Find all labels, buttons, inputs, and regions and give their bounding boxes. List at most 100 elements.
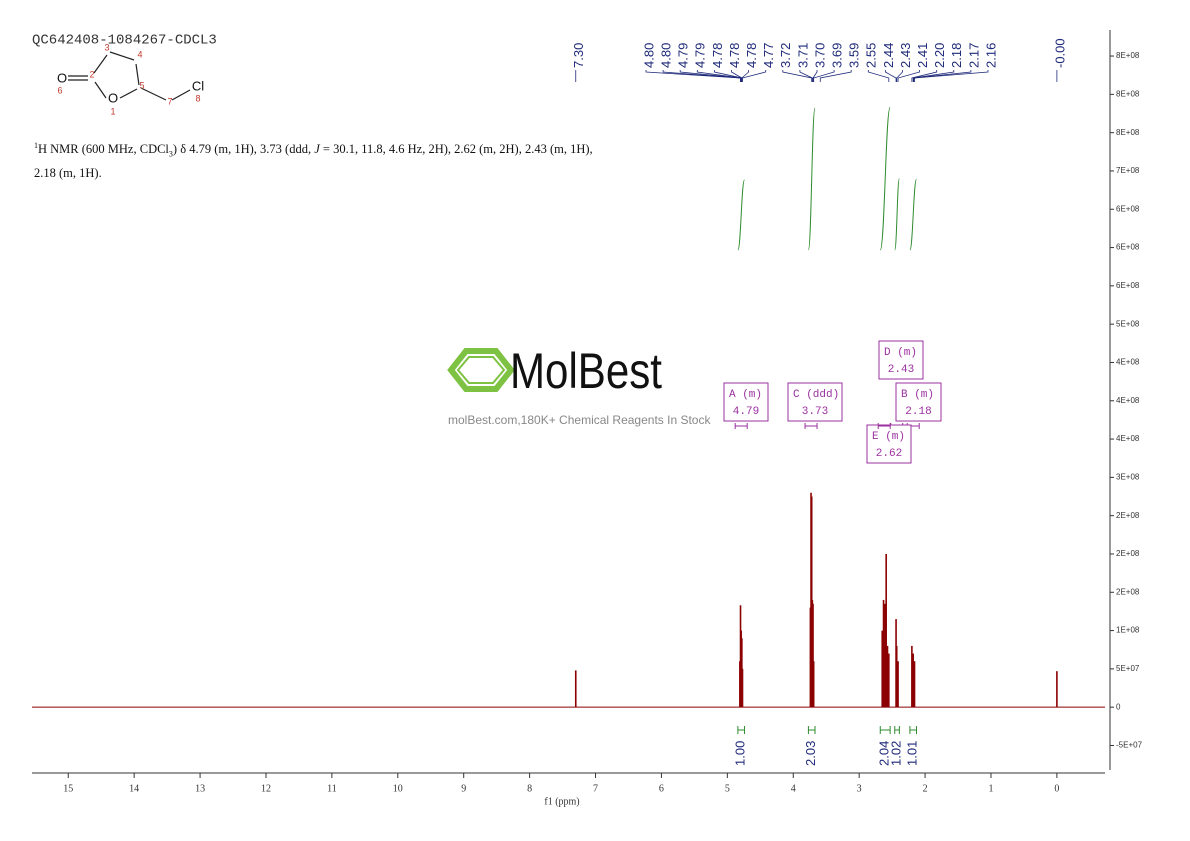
atom-number: 3 [104,42,109,52]
peak-label: 2.17 [966,43,981,68]
peak-leader [662,70,741,82]
y-tick-label: -5E+07 [1116,741,1143,750]
peak-label: 4.78 [727,43,742,68]
y-tick-label: 4E+08 [1116,358,1140,367]
multiplet-name: A (m) [729,389,762,401]
chart-title: QC642408-1084267-CDCL3 [32,33,217,49]
peak-label: 4.79 [693,43,708,68]
x-axis-label: f1 (ppm) [544,796,579,807]
peak-leader [914,70,989,82]
desc-text: H NMR (600 MHz, CDCl [38,142,169,157]
y-tick-label: 8E+08 [1116,51,1140,60]
atom-number: 6 [57,85,62,95]
atom-number: 4 [137,49,142,59]
peak-label: 3.70 [812,43,827,68]
peak-leader [741,70,749,82]
molecule [68,51,191,101]
y-tick-label: 1E+08 [1116,626,1140,635]
nmr-description: 1H NMR (600 MHz, CDCl3) δ 4.79 (m, 1H), … [34,137,614,182]
y-tick-label: 7E+08 [1116,166,1140,175]
y-tick-label: 2E+08 [1116,587,1140,596]
peak-label: 2.18 [949,43,964,68]
x-tick-label: 0 [1054,783,1059,794]
multiplet-box [895,382,942,422]
peak-label: 4.79 [676,43,691,68]
peak-label: 4.80 [641,43,656,68]
peak-leader [913,70,972,82]
atom-number: 1 [110,106,115,116]
multiplet-shift: 2.18 [905,406,931,418]
peak-leader [885,70,897,82]
peak-leader [813,70,835,82]
x-tick-label: 8 [527,783,532,794]
y-tick-label: 8E+08 [1116,89,1140,98]
multiplet-box [878,340,924,380]
x-tick-label: 14 [129,783,139,794]
peak-label: 2.41 [915,43,930,68]
peak-label: 2.55 [864,43,879,68]
integral-label: 2.03 [803,741,818,766]
x-tick-label: 11 [327,783,337,794]
multiplet-name: B (m) [901,389,934,401]
peak-label: 2.44 [881,43,896,68]
peak-leader [912,70,955,82]
x-tick-label: 3 [857,783,862,794]
desc-sup: 1 [34,141,38,150]
desc-text: ) δ 4.79 (m, 1H), 3.73 (ddd, [172,142,315,157]
multiplet-box [723,382,769,422]
multiplet-name: C (ddd) [793,389,839,401]
watermark [447,348,515,392]
integral-label: 1.01 [905,741,920,766]
integral-curve [909,178,917,251]
y-tick-label: 4E+08 [1116,434,1140,443]
peak-label: 2.43 [898,43,913,68]
atom-number: 7 [167,96,172,106]
y-tick-label: 2E+08 [1116,511,1140,520]
multiplet-box [787,382,843,422]
x-tick-label: 12 [261,783,271,794]
peak-leader [897,70,920,82]
x-tick-label: 4 [791,783,796,794]
multiplet-box [866,424,912,464]
peak-label: 2.20 [932,43,947,68]
x-tick-label: 6 [659,783,664,794]
y-tick-label: 3E+08 [1116,472,1140,481]
y-tick-label: 6E+08 [1116,243,1140,252]
peak-label: 3.71 [795,43,810,68]
x-tick-label: 13 [195,783,205,794]
multiplet-shift: 4.79 [733,406,759,418]
peak-label: 4.77 [761,43,776,68]
desc-sub: 3 [168,149,173,159]
y-tick-label: 4E+08 [1116,396,1140,405]
peak-leader [896,70,903,82]
peak-label: 7.30 [571,43,586,68]
integral-curve [894,178,900,251]
peak-leader [799,70,813,82]
y-tick-label: 0 [1116,702,1121,711]
desc-text: = 30.1, 11.8, 4.6 Hz, 2H), 2.62 (m, 2H),… [34,142,593,180]
x-tick-label: 7 [593,783,598,794]
peak-label: -0.00 [1052,38,1067,68]
x-tick-label: 10 [393,783,403,794]
y-tick-label: 8E+08 [1116,128,1140,137]
watermark-tagline: molBest.com,180K+ Chemical Reagents In S… [448,413,711,427]
desc-italic: J [314,142,320,157]
peak-label: 3.72 [778,43,793,68]
peak-label: 4.78 [744,43,759,68]
atom-number: 2 [89,69,94,79]
peak-leader [696,70,742,82]
peak-leader [742,70,767,82]
x-tick-label: 9 [461,783,466,794]
integral-curve [879,106,891,251]
peak-leader [812,70,818,82]
multiplet-shift: 2.62 [876,448,902,460]
watermark-brand: MolBest [510,343,662,399]
peak-label: 2.16 [983,43,998,68]
peak-label: 4.80 [659,43,674,68]
integral-curve [807,107,816,251]
atom-label: O [108,90,118,105]
integral-curve [737,179,745,251]
x-tick-label: 2 [923,783,928,794]
y-tick-label: 6E+08 [1116,281,1140,290]
